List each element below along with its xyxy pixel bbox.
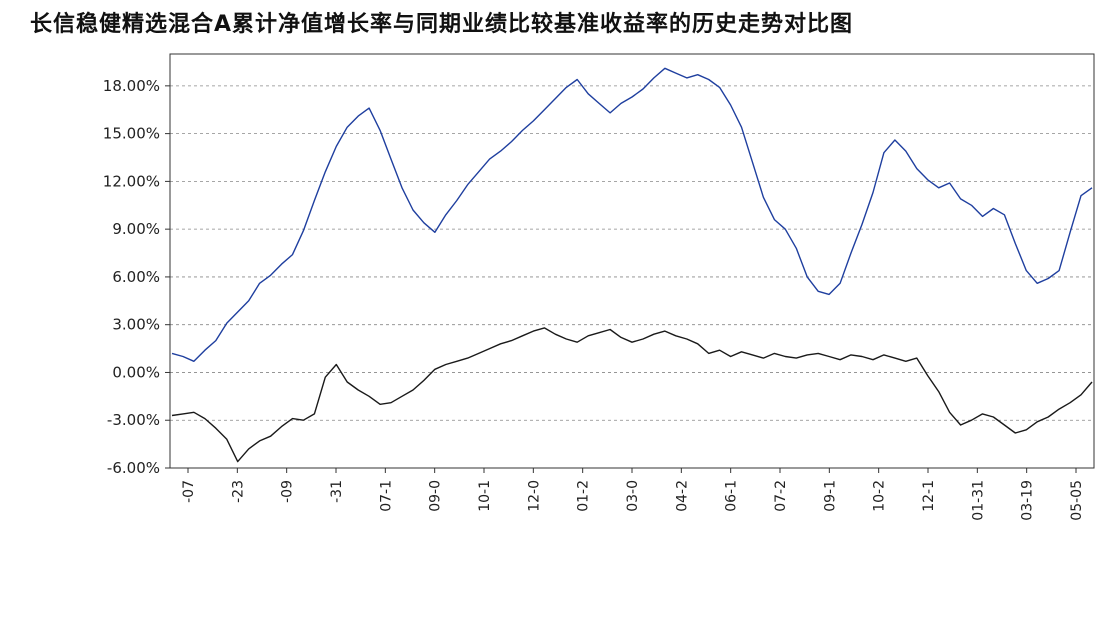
x-tick-label: 05-05: [1069, 480, 1085, 521]
x-tick-label: 06-1: [724, 480, 740, 512]
chart-title: 长信稳健精选混合A累计净值增长率与同期业绩比较基准收益率的历史走势对比图: [30, 12, 854, 34]
y-tick-label: 15.00%: [103, 125, 160, 143]
series-layer: [171, 67, 1093, 463]
y-tick-label: -3.00%: [107, 411, 160, 429]
x-tick-label: 12-1: [921, 480, 937, 512]
x-tick-label: 10-1: [477, 480, 493, 512]
x-tick-label: 09-0: [428, 480, 444, 512]
gridlines: [170, 85, 1094, 469]
y-tick-label: 18.00%: [103, 77, 160, 95]
y-tick-label: 12.00%: [103, 172, 160, 190]
x-tick-label: 04-2: [674, 480, 690, 512]
plot-frame: [169, 53, 1095, 469]
x-tick-label: 09-1: [822, 480, 838, 512]
y-tick-label: 9.00%: [112, 220, 160, 238]
x-tick-label: 01-31: [970, 480, 986, 521]
x-axis-ticks: -07 -23 -09 -31 07-1 09-0 10-1 12-0 01-2 03-0 04-2…: [181, 468, 1085, 521]
series-line-1: [171, 67, 1093, 362]
y-tick-label: -6.00%: [107, 459, 160, 477]
x-tick-label: -07: [181, 480, 197, 503]
series-line-2: [171, 327, 1093, 463]
x-tick-label: 07-2: [773, 480, 789, 512]
x-tick-label: 10-2: [872, 480, 888, 512]
x-tick-label: 03-19: [1020, 480, 1036, 521]
x-tick-label: 01-2: [576, 480, 592, 512]
x-tick-label: -09: [280, 480, 296, 503]
x-tick-label: 12-0: [526, 480, 542, 512]
y-tick-label: 6.00%: [112, 268, 160, 286]
y-tick-label: 3.00%: [112, 316, 160, 334]
x-tick-label: 03-0: [625, 480, 641, 512]
x-tick-label: -23: [230, 480, 246, 503]
x-tick-label: -31: [329, 480, 345, 503]
y-axis-ticks: 18.00% 15.00% 12.00% 9.00% 6.00% 3.00% 0.00% -3…: [103, 77, 170, 477]
x-tick-label: 07-1: [378, 480, 394, 512]
y-tick-label: 0.00%: [112, 363, 160, 381]
